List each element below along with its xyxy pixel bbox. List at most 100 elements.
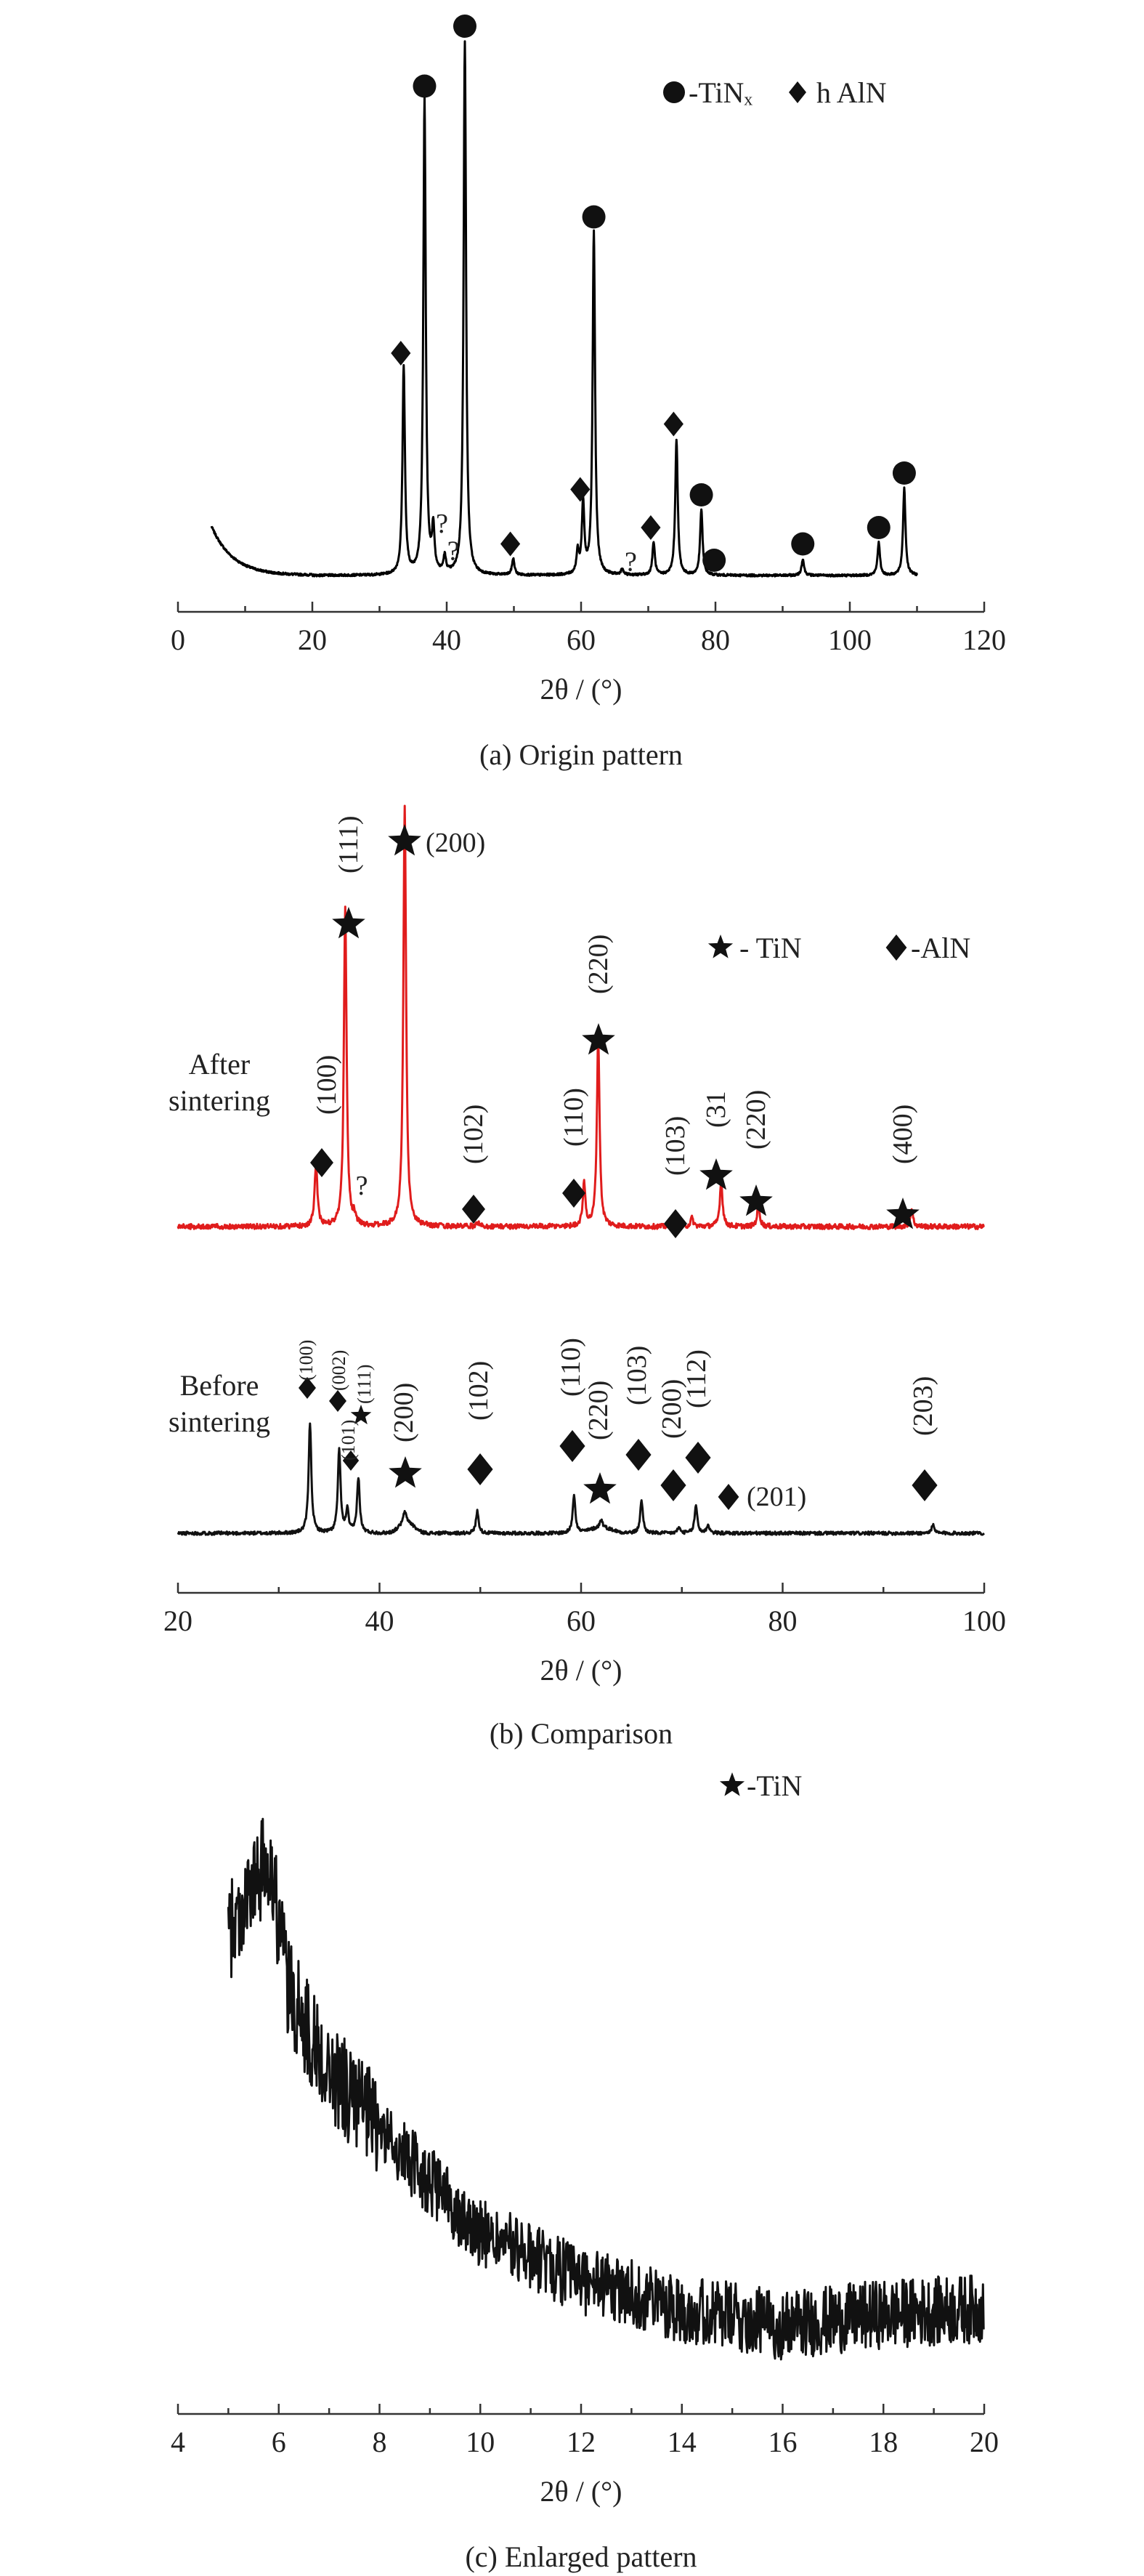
peak-label: (100)	[296, 1340, 317, 1381]
panel-a-tick-label: 40	[432, 623, 461, 656]
tinx-circle-marker	[453, 15, 476, 38]
peak-label: (203)	[908, 1376, 938, 1436]
aln-diamond-marker	[329, 1390, 346, 1412]
legend-aln-label: h AlN	[816, 76, 887, 109]
tinx-circle-marker	[892, 461, 916, 485]
panel-a-tick-label: 120	[962, 623, 1006, 656]
peak-label: (400)	[888, 1105, 918, 1164]
tinx-circle-marker	[689, 483, 713, 506]
peak-label: (101)	[338, 1420, 359, 1461]
before-sintering-name-line1: Before	[180, 1369, 259, 1402]
aln-diamond-marker	[663, 411, 683, 437]
peak-label: (110)	[559, 1088, 589, 1147]
legend-diamond-icon	[789, 81, 806, 103]
panel-c-tick-label: 20	[970, 2426, 999, 2458]
tin-star-marker	[699, 1158, 733, 1190]
panel-b-caption: (b) Comparison	[490, 1717, 673, 1750]
aln-diamond-marker	[500, 531, 521, 557]
question-mark-annotation: ?	[356, 1171, 368, 1201]
panel-b-tick-label: 60	[567, 1604, 596, 1637]
panel-c-tick-label: 16	[768, 2426, 798, 2458]
panel-c-enlarged-pattern: 4 6 8 10 12 14 16 18 20 2θ / (°) (c) Enlarged patt…	[171, 1769, 999, 2573]
aln-diamond-marker	[685, 1442, 711, 1474]
legend-circle-icon	[663, 81, 685, 103]
aln-diamond-marker	[559, 1430, 585, 1462]
peak-label: (111)	[354, 1365, 375, 1404]
peak-label: (103)	[660, 1116, 691, 1176]
panel-a-caption: (a) Origin pattern	[479, 738, 683, 771]
tin-star-marker	[350, 1405, 372, 1425]
aln-diamond-marker	[462, 1195, 485, 1224]
panel-a-tick-label: 60	[567, 623, 596, 656]
peak-label: (201)	[747, 1482, 806, 1512]
peak-label: (200)	[426, 828, 485, 858]
aln-diamond-marker	[641, 515, 661, 540]
aln-diamond-marker	[467, 1453, 493, 1485]
tin-star-marker	[739, 1184, 773, 1216]
panel-a-tick-label: 100	[828, 623, 872, 656]
panel-c-tick-label: 6	[272, 2426, 286, 2458]
panel-c-tick-label: 18	[869, 2426, 898, 2458]
aln-diamond-marker	[625, 1439, 652, 1471]
aln-diamond-marker	[310, 1148, 333, 1177]
panel-b-tick-label: 100	[962, 1604, 1006, 1637]
tin-star-marker	[388, 824, 421, 856]
tin-star-marker	[332, 907, 365, 939]
after-sintering-trace	[177, 804, 985, 1230]
panel-b-comparison: AftersinteringBeforesintering(100)(111)?…	[163, 804, 1006, 1750]
panel-a-tick-label: 0	[171, 623, 185, 656]
aln-diamond-marker	[299, 1377, 316, 1399]
peak-label: (002)	[328, 1350, 349, 1391]
panel-a-origin-pattern: ?? ? 0 20 40 60 80 100 120 2θ / (°) (a) Origin pat…	[171, 15, 1006, 771]
peak-label: (102)	[463, 1361, 494, 1421]
panel-b-x-axis-label: 2θ / (°)	[540, 1654, 622, 1687]
legend-tin-label: -TiN	[747, 1769, 802, 1802]
enlarged-pattern-trace	[227, 1817, 985, 2361]
panel-c-x-axis-label: 2θ / (°)	[540, 2475, 622, 2508]
tinx-circle-marker	[867, 516, 891, 539]
question-mark-annotation: ?	[436, 509, 448, 539]
question-mark-annotation: ?	[447, 536, 460, 567]
question-mark-annotation: ?	[625, 547, 637, 578]
peak-label: (102)	[458, 1105, 489, 1164]
before-sintering-name-line2: sintering	[169, 1405, 270, 1438]
panel-a-tick-label: 80	[701, 623, 730, 656]
legend-aln-label: -AlN	[911, 932, 970, 964]
peak-label: (200)	[389, 1383, 419, 1442]
panel-b-tick-label: 40	[365, 1604, 394, 1637]
tinx-circle-marker	[582, 205, 606, 229]
tinx-circle-marker	[413, 74, 437, 98]
aln-diamond-marker	[570, 477, 591, 502]
peak-label: (110)	[556, 1338, 586, 1397]
origin-pattern-trace	[210, 40, 918, 578]
panel-c-tick-label: 10	[466, 2426, 495, 2458]
aln-diamond-marker	[664, 1209, 687, 1238]
peak-label: (200)	[657, 1379, 687, 1439]
legend-diamond-icon	[885, 934, 907, 961]
peak-label: (103)	[622, 1346, 652, 1405]
panel-a-x-axis-label: 2θ / (°)	[540, 673, 622, 706]
panel-c-caption: (c) Enlarged pattern	[465, 2540, 697, 2573]
tin-star-marker	[583, 1472, 617, 1504]
panel-c-tick-label: 12	[567, 2426, 596, 2458]
legend-tinx-label: -TiNₓ	[689, 76, 752, 109]
panel-c-tick-label: 4	[171, 2426, 185, 2458]
tin-star-marker	[886, 1198, 920, 1230]
panel-b-tick-label: 20	[163, 1604, 192, 1637]
panel-c-tick-label: 8	[373, 2426, 387, 2458]
aln-diamond-marker	[718, 1484, 739, 1510]
panel-c-tick-label: 14	[668, 2426, 697, 2458]
peak-label: (31	[701, 1091, 731, 1128]
before-sintering-trace	[177, 1422, 985, 1536]
aln-diamond-marker	[912, 1469, 938, 1501]
tin-star-marker	[582, 1023, 615, 1055]
aln-diamond-marker	[660, 1469, 686, 1501]
peak-label: (111)	[333, 816, 364, 874]
panel-a-tick-label: 20	[298, 623, 327, 656]
peak-label: (220)	[583, 934, 614, 994]
tin-star-marker	[389, 1456, 422, 1488]
peak-label: (220)	[741, 1090, 771, 1150]
peak-label: (220)	[583, 1381, 614, 1440]
aln-diamond-marker	[562, 1179, 585, 1208]
